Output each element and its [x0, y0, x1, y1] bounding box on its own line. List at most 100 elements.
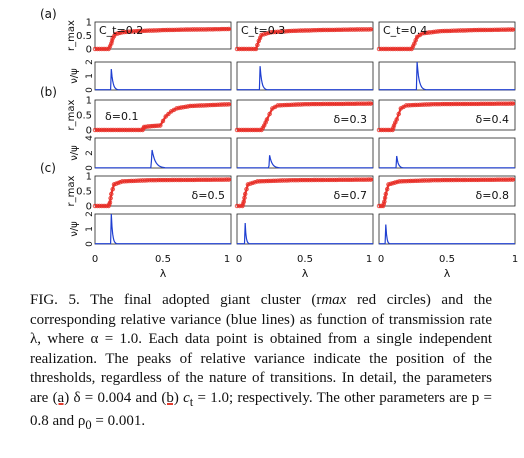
rmax-point	[490, 27, 495, 33]
rmax-point	[366, 101, 371, 106]
rmax-point	[316, 101, 321, 107]
rmax-point	[366, 177, 371, 182]
rmax-point	[327, 27, 333, 33]
variance-panel-frame	[236, 61, 374, 91]
rmax-point	[506, 101, 511, 106]
rmax-point	[289, 28, 294, 34]
rmax-point	[133, 178, 138, 183]
rmax-point	[462, 101, 468, 107]
rmax-panel-frame	[236, 175, 374, 207]
rmax-point	[160, 27, 166, 33]
rmax-point	[345, 177, 351, 182]
x-tick-label: 0	[236, 254, 242, 265]
rmax-point	[404, 46, 410, 52]
rmax-point	[110, 127, 116, 133]
panel-param-label: δ=0.1	[105, 110, 138, 123]
rmax-point	[309, 101, 314, 107]
rmax-point	[280, 102, 285, 108]
rmax-point	[160, 177, 166, 183]
rmax-point	[181, 177, 186, 183]
rmax-point	[485, 177, 490, 182]
rmax-point	[478, 101, 484, 106]
rmax-point	[400, 46, 405, 52]
rmax-point	[472, 27, 477, 33]
rmax-point	[275, 178, 280, 183]
rmax-point	[259, 178, 265, 184]
rmax-point	[426, 30, 432, 35]
variance-panel-frame	[236, 213, 374, 245]
rmax-point	[249, 46, 254, 52]
rmax-point	[142, 28, 148, 33]
rmax-point	[243, 127, 249, 133]
rmax-point	[264, 178, 269, 184]
rmax-point	[431, 29, 436, 35]
rmax-point	[406, 178, 411, 184]
rmax-point	[138, 178, 143, 183]
rmax-point	[117, 179, 123, 185]
rmax-point	[160, 118, 166, 124]
rmax-point	[420, 31, 425, 36]
rmax-point	[277, 29, 283, 34]
rmax-point	[266, 30, 271, 36]
rmax-point	[424, 102, 429, 107]
rmax-point	[172, 177, 177, 183]
rmax-point	[187, 27, 193, 32]
rmax-point	[242, 191, 248, 197]
rmax-point	[199, 103, 204, 108]
rmax-point	[508, 101, 513, 106]
rmax-point	[147, 28, 152, 33]
rmax-point	[113, 181, 119, 186]
row-label: (a)	[40, 7, 57, 21]
rmax-point	[212, 177, 218, 182]
figure-caption: FIG. 5. The final adopted giant cluster …	[30, 291, 492, 436]
x-tick-label: 0	[378, 254, 384, 265]
rmax-point	[343, 101, 348, 106]
rmax-series-line	[95, 178, 232, 208]
rmax-point	[494, 177, 500, 182]
rmax-point	[383, 46, 389, 52]
rmax-point	[117, 30, 123, 36]
y-tick-label: 2	[85, 59, 95, 65]
rmax-point	[318, 27, 324, 33]
rmax-point	[345, 27, 351, 32]
rmax-point	[490, 101, 495, 106]
row-label: (c)	[40, 161, 56, 175]
rmax-point	[462, 28, 468, 33]
rmax-point	[109, 38, 115, 44]
rmax-point	[330, 27, 335, 33]
rmax-point	[239, 46, 244, 52]
rmax-point	[496, 27, 502, 32]
rmax-point	[469, 177, 475, 183]
caption-part: red circles) and the corresponding relat…	[30, 292, 493, 406]
rmax-series-line	[237, 28, 374, 51]
rmax-point	[302, 28, 308, 33]
rmax-point	[314, 177, 319, 183]
rmax-point	[503, 177, 509, 182]
rmax-point	[215, 177, 220, 182]
rmax-point	[226, 102, 231, 107]
rmax-point	[224, 177, 229, 182]
rmax-point	[113, 127, 118, 133]
rmax-point	[181, 27, 186, 32]
x-tick-label: 0.5	[155, 254, 171, 265]
rmax-point	[115, 180, 121, 186]
rmax-point	[390, 180, 396, 186]
rmax-point	[376, 46, 382, 52]
rmax-point	[109, 41, 114, 46]
rmax-point	[343, 177, 348, 182]
rmax-point	[438, 29, 443, 34]
panel-param-label: C_t=0.4	[383, 24, 427, 37]
panel-param-label: δ=0.4	[476, 113, 509, 126]
rmax-point	[201, 27, 206, 32]
y-tick-label: 0	[85, 241, 95, 247]
rmax-point	[485, 101, 490, 106]
rmax-point	[364, 177, 369, 182]
x-axis-label: λ	[160, 267, 167, 280]
rmax-point	[323, 27, 328, 33]
rmax-panel-frame	[94, 99, 232, 131]
y-tick-label: 0	[85, 87, 95, 93]
variance-series-line	[95, 149, 231, 169]
rmax-point	[320, 27, 326, 33]
rmax-point	[453, 101, 459, 107]
rmax-point	[97, 127, 102, 133]
